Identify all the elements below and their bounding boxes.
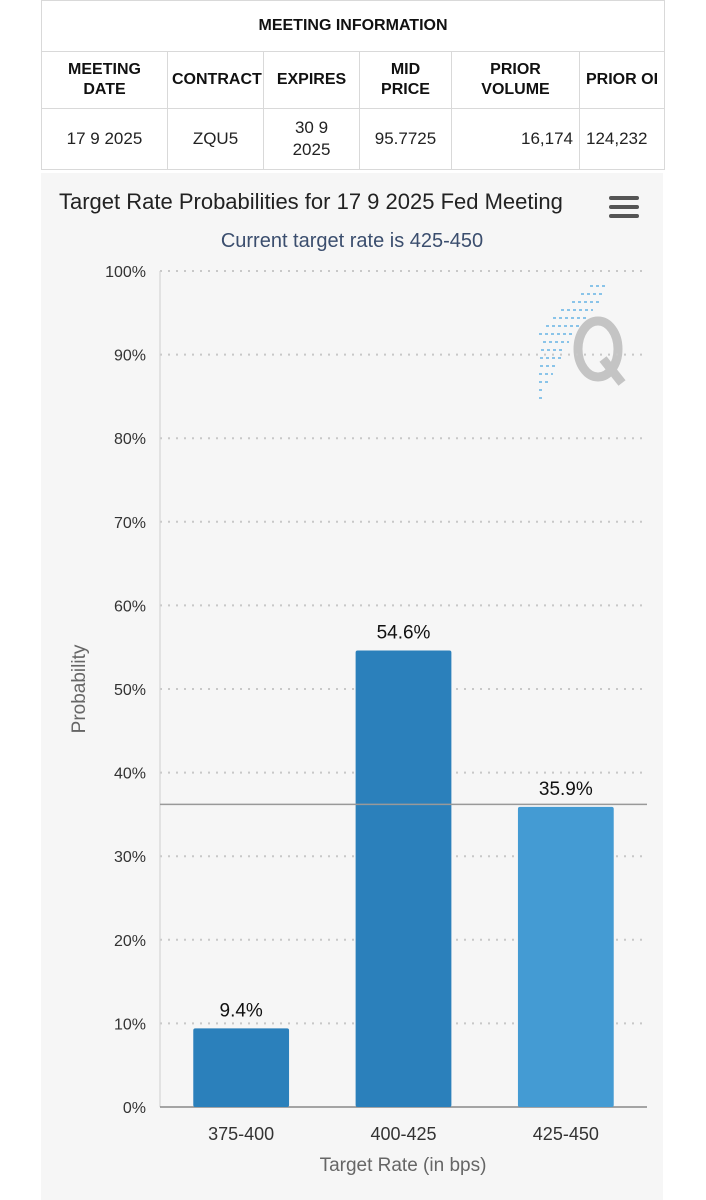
- bar-425-450[interactable]: [517, 806, 614, 1107]
- y-tick-label: 10%: [114, 1016, 146, 1033]
- bar-chart: 0% 10% 20% 30% 40% 50% 60% 70% 80% 90% 100% 9.4% 375…: [69, 264, 647, 1176]
- x-tick-label: 400-425: [370, 1124, 436, 1144]
- y-tick-label: 80%: [114, 431, 146, 448]
- x-tick-label: 425-450: [533, 1124, 599, 1144]
- header-prior-volume: PRIOR VOLUME: [451, 51, 580, 109]
- chart-title: Target Rate Probabilities for 17 9 2025 …: [59, 189, 563, 214]
- bar-375-400[interactable]: [193, 1028, 290, 1107]
- data-label: 35.9%: [539, 779, 593, 800]
- data-label: 9.4%: [220, 1000, 263, 1021]
- cell-contract: ZQU5: [167, 108, 264, 170]
- cell-prior-volume: 16,174: [451, 108, 580, 170]
- cell-expires: 30 9 2025: [263, 108, 360, 170]
- hamburger-menu-icon[interactable]: [609, 195, 639, 221]
- y-tick-label: 20%: [114, 933, 146, 950]
- y-axis-title: Probability: [69, 644, 90, 733]
- y-tick-label: 0%: [123, 1100, 146, 1117]
- cell-prior-oi: 124,232: [578, 108, 666, 170]
- x-axis-title: Target Rate (in bps): [320, 1155, 487, 1176]
- y-tick-label: 60%: [114, 598, 146, 615]
- cell-mid-price: 95.7725: [359, 108, 452, 170]
- chart-subtitle: Current target rate is 425-450: [220, 230, 484, 252]
- cell-meeting-date: 17 9 2025: [41, 108, 168, 170]
- y-tick-label: 40%: [114, 766, 146, 783]
- y-tick-label: 70%: [114, 515, 146, 532]
- header-mid-price: MID PRICE: [359, 51, 452, 109]
- y-tick-label: 30%: [114, 849, 146, 866]
- table-row: 17 9 2025 ZQU5 30 9 2025 95.7725 16,174 …: [41, 108, 666, 170]
- header-contract: CONTRACT: [167, 51, 264, 109]
- quikstrike-logo-icon: [539, 285, 626, 399]
- data-label: 54.6%: [377, 623, 431, 644]
- header-expires: EXPIRES: [263, 51, 360, 109]
- meeting-information-table: MEETING INFORMATION MEETING DATE CONTRAC…: [40, 0, 666, 170]
- header-meeting-date: MEETING DATE: [41, 51, 168, 109]
- y-tick-label: 100%: [105, 264, 146, 281]
- meeting-information-title: MEETING INFORMATION: [40, 0, 666, 52]
- header-prior-oi: PRIOR OI: [578, 51, 666, 109]
- x-tick-label: 375-400: [208, 1124, 274, 1144]
- y-tick-label: 90%: [114, 348, 146, 365]
- bar-400-425[interactable]: [355, 650, 452, 1107]
- chart-panel: Target Rate Probabilities for 17 9 2025 …: [41, 173, 663, 1200]
- y-tick-label: 50%: [114, 682, 146, 699]
